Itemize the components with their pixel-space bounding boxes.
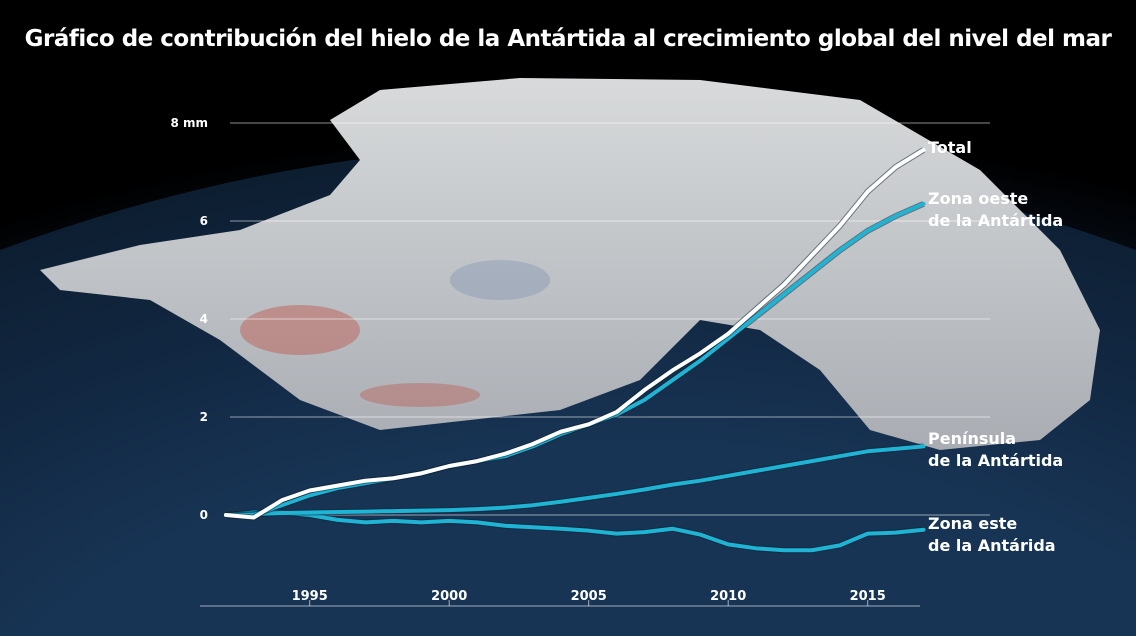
y-tick-label: 2 [200, 410, 208, 424]
y-tick-label: 6 [200, 214, 208, 228]
series-label: Zona este de la Antárida [928, 514, 1056, 555]
y-tick-label: 8 mm [170, 116, 208, 130]
series-line [224, 147, 926, 520]
x-tick-label: 2000 [431, 589, 467, 604]
series-label: Península de la Antártida [928, 429, 1064, 470]
ice-gain [450, 260, 550, 300]
antarctica [40, 78, 1100, 450]
series-line [224, 444, 926, 517]
series-label: Zona oeste de la Antártida [928, 189, 1064, 230]
ice-loss [360, 383, 480, 407]
x-tick-label: 2005 [571, 589, 607, 604]
series-line [224, 510, 926, 553]
y-tick-label: 0 [200, 508, 208, 522]
x-tick-label: 2015 [850, 589, 886, 604]
ice-loss [240, 305, 360, 355]
chart-title: Gráfico de contribución del hielo de la … [24, 26, 1112, 52]
y-tick-label: 4 [200, 312, 208, 326]
x-tick-label: 1995 [292, 589, 328, 604]
series-label: Total [928, 138, 972, 157]
x-tick-label: 2010 [710, 589, 746, 604]
